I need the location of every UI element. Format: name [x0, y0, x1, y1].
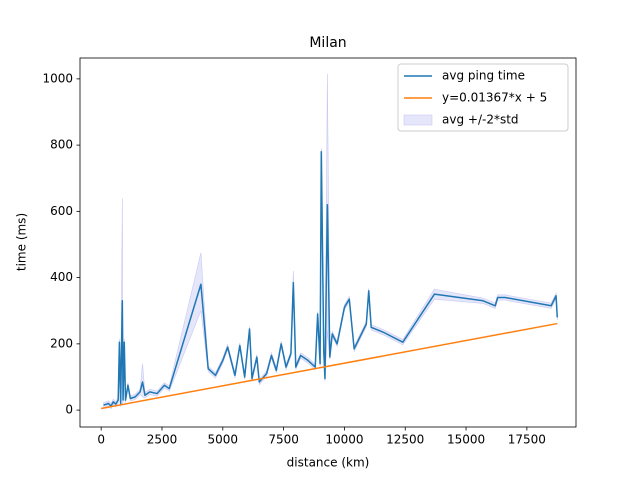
x-axis-label: distance (km) [287, 456, 370, 470]
x-tick-label: 7500 [268, 433, 299, 447]
x-tick-label: 2500 [147, 433, 178, 447]
plot-frame [79, 57, 577, 428]
x-tick-label: 17500 [508, 433, 546, 447]
data-line [101, 322, 558, 410]
x-tick-label: 5000 [208, 433, 239, 447]
x-tick-label: 12500 [386, 433, 424, 447]
legend-label: avg +/-2*std [442, 113, 519, 127]
y-tick-label: 1000 [42, 71, 73, 85]
legend-label: y=0.01367*x + 5 [442, 91, 547, 105]
std-band [103, 73, 558, 410]
x-tick-label: 0 [97, 433, 105, 447]
y-tick-label: 800 [50, 138, 73, 152]
x-tick-label: 15000 [447, 433, 485, 447]
y-tick-label: 600 [50, 204, 73, 218]
legend-label: avg ping time [442, 69, 525, 83]
y-tick-label: 400 [50, 270, 73, 284]
legend-swatch [403, 114, 433, 126]
x-tick-label: 10000 [325, 433, 363, 447]
y-axis-label: time (ms) [15, 213, 29, 271]
chart-title: Milan [309, 35, 346, 51]
y-tick-label: 0 [65, 403, 73, 417]
data-line [103, 150, 559, 407]
y-tick-label: 200 [50, 336, 73, 350]
legend-box [397, 63, 569, 132]
